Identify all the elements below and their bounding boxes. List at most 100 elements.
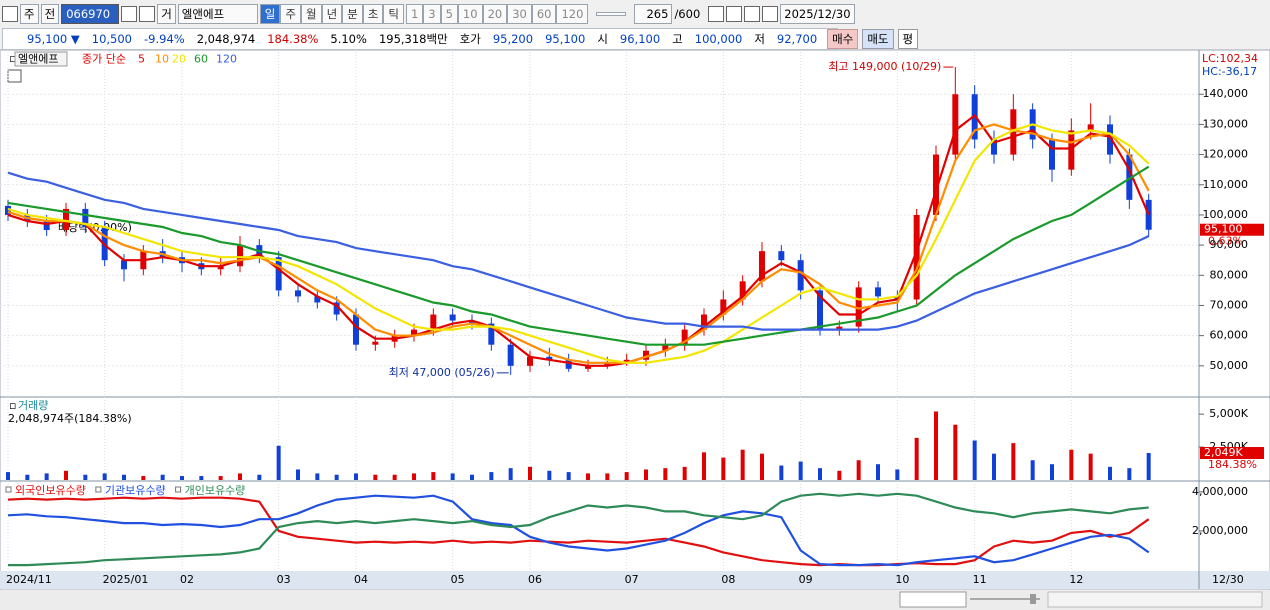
candle-body — [449, 314, 456, 321]
avg-button[interactable]: 평 — [897, 29, 919, 49]
ma-legend-label: 종가 단순 — [82, 53, 126, 66]
y-tick-label: 50,000 — [1210, 359, 1249, 372]
x-axis-band — [0, 571, 1270, 589]
x-tick-label: 07 — [625, 573, 639, 586]
volume-bar — [238, 473, 242, 480]
settings-icon[interactable] — [762, 6, 779, 22]
volume-bar — [218, 476, 223, 480]
ma-legend: 120 — [216, 53, 237, 66]
period-button[interactable]: 일 — [259, 4, 281, 24]
interval-button[interactable]: 3 — [423, 4, 441, 24]
volume-bar — [431, 472, 436, 480]
volume-bar — [682, 466, 687, 480]
high-note: 최고 149,000 (10/29) — [828, 60, 941, 73]
search-icon[interactable] — [121, 6, 138, 22]
interval-button[interactable]: 120 — [556, 4, 589, 24]
interval-button[interactable]: 1 — [405, 4, 424, 24]
high-label: 고 — [672, 32, 683, 46]
interval-button[interactable]: 60 — [531, 4, 557, 24]
volume-bar — [25, 474, 30, 480]
legend-marker: ▫ — [9, 399, 16, 412]
low-label: 저 — [754, 32, 765, 46]
ma-line — [7, 113, 1150, 367]
interval-button[interactable]: 5 — [440, 4, 458, 24]
tool-icon[interactable] — [708, 6, 725, 22]
period-button[interactable]: 주 — [280, 4, 301, 24]
volume-bar — [276, 445, 281, 480]
y-tick-label: 80,000 — [1210, 268, 1249, 281]
current-price-label: 95,100 — [1204, 223, 1243, 236]
candle-body — [507, 344, 514, 366]
volume-bar — [818, 468, 822, 480]
volume-bar — [83, 474, 88, 480]
candle-body — [333, 302, 340, 315]
legend-name-box — [14, 51, 68, 67]
candle-body — [469, 320, 475, 324]
x-tick-label: 04 — [354, 573, 368, 586]
y-tick-label: 5,000K — [1209, 407, 1248, 420]
period-button[interactable]: 틱 — [383, 4, 404, 24]
period-button[interactable]: 분 — [342, 4, 363, 24]
ask: 95,200 — [492, 32, 534, 46]
ma-legend: 5 — [138, 53, 145, 66]
candle-body — [121, 260, 127, 270]
candle-body — [488, 323, 495, 345]
current-price-box — [1200, 223, 1264, 236]
x-tick-label: 08 — [721, 573, 735, 586]
interval-button[interactable]: 30 — [507, 4, 532, 24]
volume-bar — [934, 411, 938, 480]
x-tick-label: 05 — [451, 573, 465, 586]
volume-bar — [315, 473, 320, 480]
x-tick-label: 02 — [180, 573, 194, 586]
holding-line — [8, 492, 1149, 567]
tool-icons[interactable] — [1047, 591, 1263, 608]
candle-body — [952, 94, 959, 155]
date-input[interactable]: 2025/12/30 — [780, 4, 855, 24]
y-tick-label: 110,000 — [1203, 178, 1249, 191]
scope-select[interactable]: 전 — [40, 4, 60, 24]
candle-body — [855, 287, 862, 327]
sell-button[interactable]: 매도 — [862, 29, 894, 49]
y-tick-label: 140,000 — [1203, 87, 1249, 100]
interval-button[interactable]: 20 — [482, 4, 508, 24]
tool-icon[interactable] — [726, 6, 743, 22]
count-input[interactable]: 265 — [634, 4, 673, 24]
period-button[interactable]: 월 — [300, 4, 322, 24]
market-select[interactable]: 주 — [20, 4, 39, 24]
candle-body — [662, 344, 669, 351]
ma-line — [7, 123, 1150, 364]
candle-body — [836, 326, 843, 330]
volume-bar — [856, 460, 861, 480]
volume: 2,048,974 — [196, 32, 256, 46]
scroll-buttons[interactable] — [899, 591, 967, 608]
y-tick-label: 100,000 — [1203, 208, 1249, 221]
interval-input[interactable] — [596, 12, 627, 16]
interval-button[interactable]: 10 — [457, 4, 483, 24]
open: 96,100 — [619, 32, 661, 46]
volume-bar — [373, 474, 378, 480]
x-tick-label: 03 — [277, 573, 291, 586]
legend-marker — [5, 486, 12, 493]
period-button[interactable]: 초 — [362, 4, 384, 24]
sound-icon[interactable] — [139, 6, 156, 22]
current-volume-box — [1200, 447, 1264, 460]
volume-bar — [760, 453, 764, 480]
panel-icon[interactable] — [7, 69, 22, 83]
lc-label: LC:102,34 — [1202, 52, 1258, 65]
zoom-knob[interactable] — [1030, 594, 1036, 604]
code-input[interactable]: 066970 — [61, 4, 120, 24]
volume-bar — [489, 472, 494, 480]
holding-line — [7, 494, 1150, 567]
buy-button[interactable]: 매수 — [827, 29, 859, 49]
candle-body — [1126, 154, 1133, 200]
x-tick-label: 2025/01 — [103, 573, 149, 586]
save-icon[interactable] — [744, 6, 761, 22]
candle-body — [237, 245, 243, 267]
candle-body — [63, 208, 69, 231]
menu-icon[interactable] — [2, 6, 18, 22]
volume-bar — [508, 468, 513, 480]
volume-bar — [1127, 468, 1132, 480]
period-button[interactable]: 년 — [321, 4, 343, 24]
ma-legend: 10 — [155, 53, 169, 66]
volume-bar — [953, 424, 958, 480]
